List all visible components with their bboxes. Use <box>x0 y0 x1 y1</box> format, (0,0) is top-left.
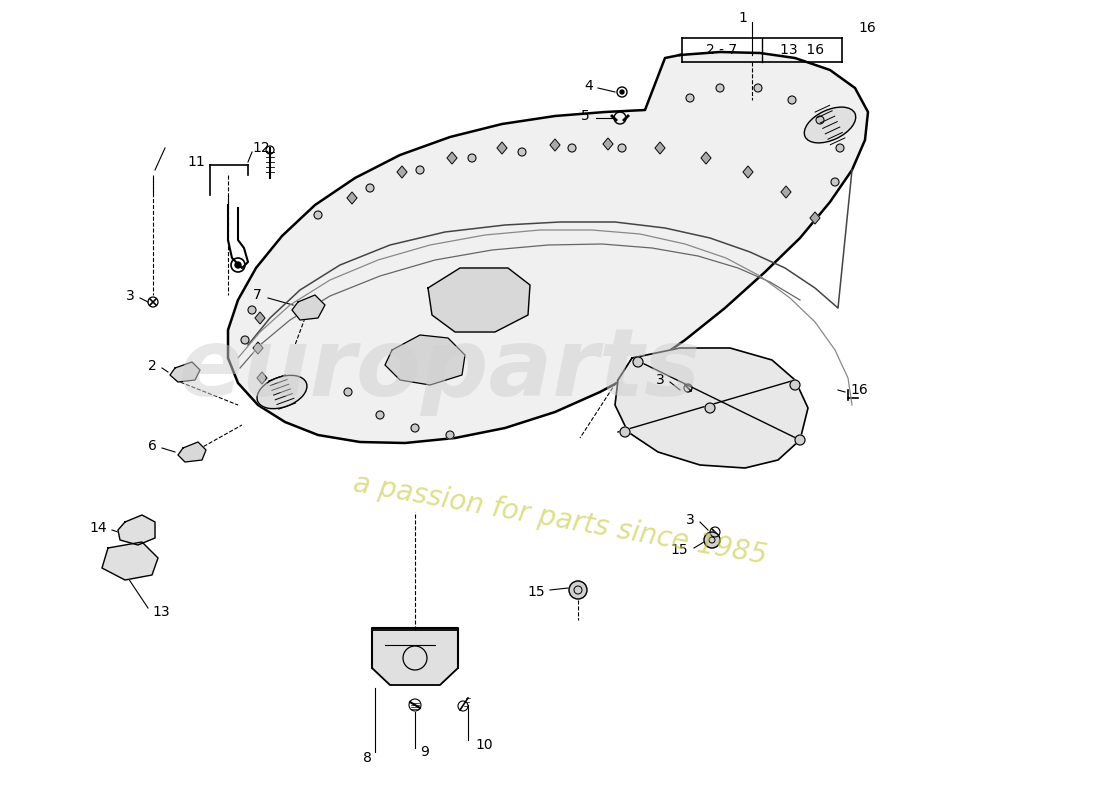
Circle shape <box>620 90 624 94</box>
Circle shape <box>790 380 800 390</box>
Text: 8: 8 <box>363 751 372 765</box>
Text: europarts: europarts <box>179 324 701 416</box>
Text: 7: 7 <box>253 288 262 302</box>
Polygon shape <box>346 192 358 204</box>
Circle shape <box>788 96 796 104</box>
Text: 4: 4 <box>584 79 593 93</box>
Polygon shape <box>742 166 754 178</box>
Circle shape <box>704 532 720 548</box>
Circle shape <box>344 388 352 396</box>
Ellipse shape <box>257 375 307 409</box>
Polygon shape <box>102 542 158 580</box>
Circle shape <box>816 116 824 124</box>
Polygon shape <box>170 362 200 382</box>
Ellipse shape <box>804 107 856 143</box>
Circle shape <box>376 411 384 419</box>
Polygon shape <box>603 138 613 150</box>
Polygon shape <box>253 342 263 354</box>
Polygon shape <box>228 52 868 443</box>
Text: 3: 3 <box>657 373 665 387</box>
Circle shape <box>620 427 630 437</box>
Text: 6: 6 <box>148 439 157 453</box>
Polygon shape <box>497 142 507 154</box>
Circle shape <box>411 424 419 432</box>
Circle shape <box>468 154 476 162</box>
Polygon shape <box>781 186 791 198</box>
Polygon shape <box>118 515 155 545</box>
Circle shape <box>716 84 724 92</box>
Text: 12: 12 <box>252 141 270 155</box>
Circle shape <box>241 336 249 344</box>
Text: a passion for parts since 1985: a passion for parts since 1985 <box>351 470 769 570</box>
Circle shape <box>518 148 526 156</box>
Text: 13: 13 <box>152 605 169 619</box>
Circle shape <box>705 403 715 413</box>
Polygon shape <box>615 348 808 468</box>
Circle shape <box>754 84 762 92</box>
Text: 9: 9 <box>420 745 429 759</box>
Polygon shape <box>447 152 456 164</box>
Text: 10: 10 <box>475 738 493 752</box>
Polygon shape <box>385 335 465 385</box>
Circle shape <box>830 178 839 186</box>
Polygon shape <box>654 142 666 154</box>
Circle shape <box>686 94 694 102</box>
Circle shape <box>569 581 587 599</box>
Text: 14: 14 <box>89 521 107 535</box>
Text: 13  16: 13 16 <box>780 43 824 57</box>
Text: 11: 11 <box>187 155 205 169</box>
Polygon shape <box>397 166 407 178</box>
Circle shape <box>248 306 256 314</box>
Polygon shape <box>255 312 265 324</box>
Circle shape <box>836 144 844 152</box>
Text: 15: 15 <box>670 543 688 557</box>
Text: 5: 5 <box>581 109 590 123</box>
Polygon shape <box>550 139 560 151</box>
Text: 1: 1 <box>738 11 747 25</box>
Circle shape <box>795 435 805 445</box>
Polygon shape <box>810 212 820 224</box>
Text: 15: 15 <box>527 585 544 599</box>
Polygon shape <box>178 442 206 462</box>
Circle shape <box>568 144 576 152</box>
Polygon shape <box>292 295 324 320</box>
Circle shape <box>314 211 322 219</box>
Polygon shape <box>428 268 530 332</box>
Text: 2 - 7: 2 - 7 <box>706 43 738 57</box>
Polygon shape <box>372 630 458 685</box>
Text: 2: 2 <box>148 359 157 373</box>
Circle shape <box>366 184 374 192</box>
Polygon shape <box>257 372 267 384</box>
Polygon shape <box>701 152 711 164</box>
Text: 3: 3 <box>686 513 695 527</box>
Circle shape <box>446 431 454 439</box>
Text: 16: 16 <box>850 383 868 397</box>
Circle shape <box>416 166 424 174</box>
Circle shape <box>632 357 644 367</box>
Text: 3: 3 <box>126 289 135 303</box>
Circle shape <box>618 144 626 152</box>
Text: 16: 16 <box>858 21 876 35</box>
Circle shape <box>235 262 241 268</box>
